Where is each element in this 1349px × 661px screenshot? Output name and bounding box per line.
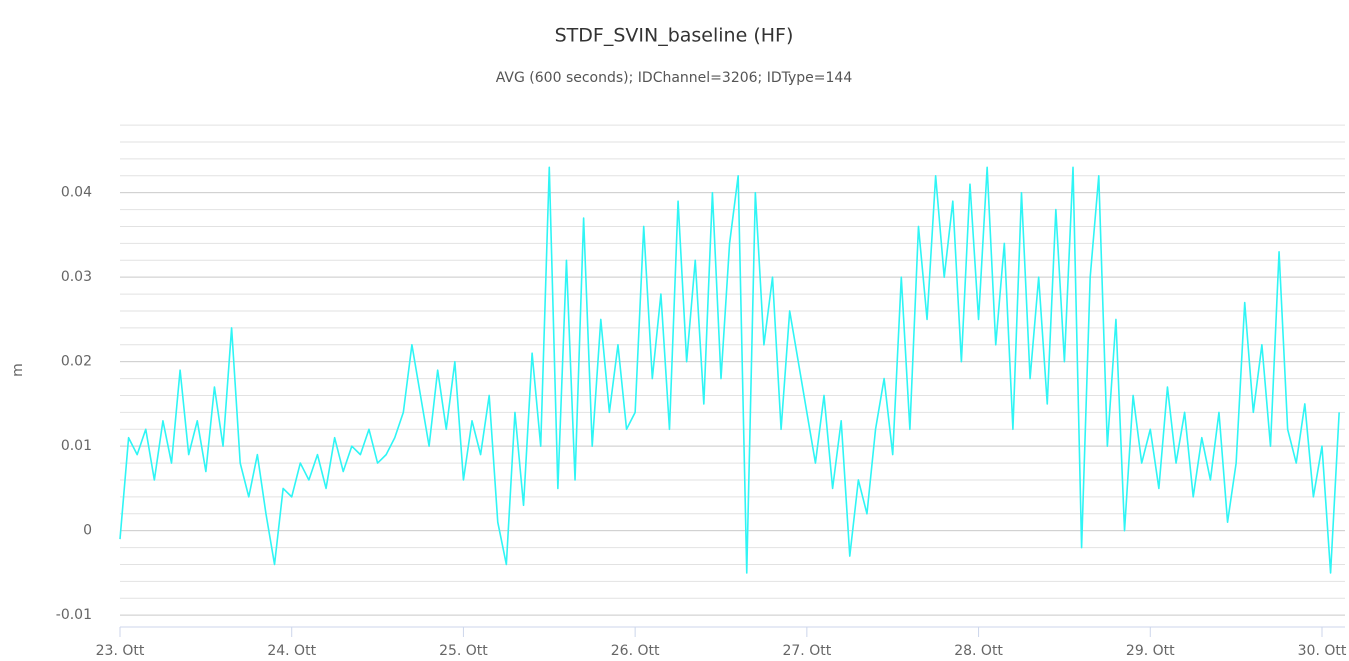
y-tick-label: 0 (83, 523, 92, 539)
data-line (119, 166, 1340, 574)
chart-subtitle: AVG (600 seconds); IDChannel=3206; IDTyp… (496, 70, 853, 86)
x-tick-label: 30. Ott (1298, 643, 1347, 659)
y-axis-label: m (10, 363, 26, 377)
y-tick-label: 0.04 (61, 185, 92, 201)
x-tick-label: 23. Ott (96, 643, 145, 659)
y-tick-label: 0.03 (61, 269, 92, 285)
x-tick-label: 25. Ott (439, 643, 488, 659)
x-tick-label: 24. Ott (267, 643, 316, 659)
x-tick-label: 26. Ott (611, 643, 660, 659)
x-tick-label: 27. Ott (782, 643, 831, 659)
y-tick-label: 0.02 (61, 354, 92, 370)
chart-title: STDF_SVIN_baseline (HF) (555, 25, 794, 47)
x-tick-label: 29. Ott (1126, 643, 1175, 659)
y-tick-label: -0.01 (56, 607, 92, 623)
y-tick-label: 0.01 (61, 438, 92, 454)
x-tick-label: 28. Ott (954, 643, 1003, 659)
